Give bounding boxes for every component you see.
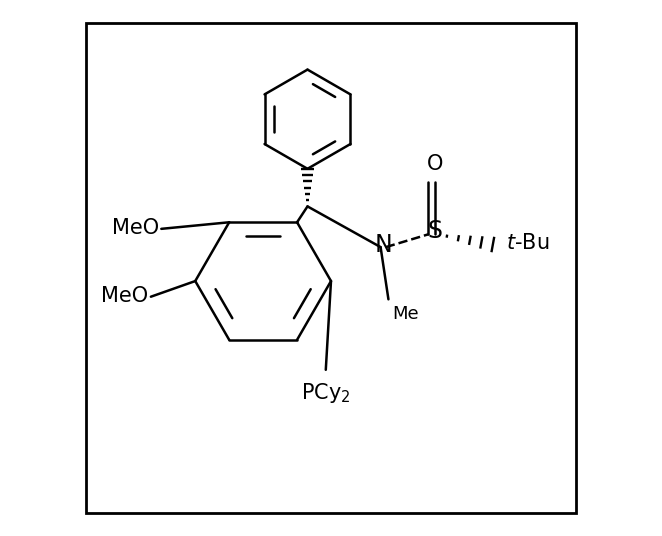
Text: PCy$_2$: PCy$_2$ — [301, 381, 351, 405]
Text: $t$-Bu: $t$-Bu — [506, 234, 549, 254]
Text: S: S — [428, 219, 443, 243]
Text: MeO: MeO — [112, 218, 159, 238]
Text: N: N — [374, 233, 392, 257]
Text: O: O — [427, 154, 444, 174]
Text: Me: Me — [393, 304, 419, 323]
Text: MeO: MeO — [101, 286, 148, 306]
